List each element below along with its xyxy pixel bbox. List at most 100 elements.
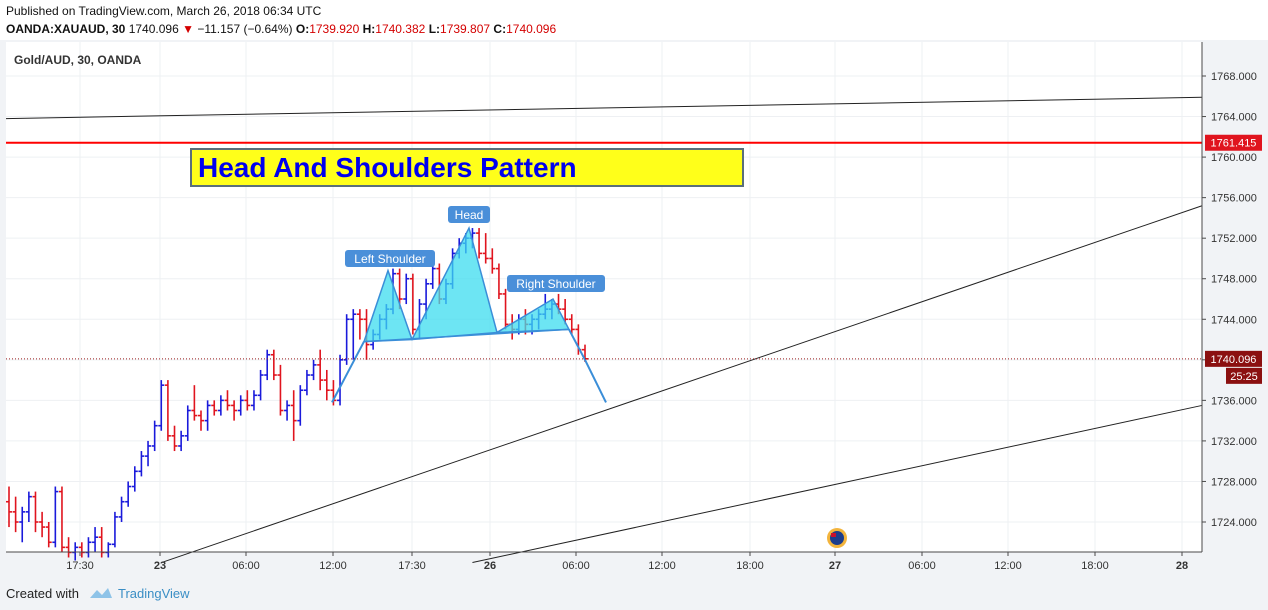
time-tick-label: 18:00 xyxy=(736,560,764,572)
price-tick-label: 1744.000 xyxy=(1211,314,1257,326)
price-badge-text: 25:25 xyxy=(1230,371,1258,383)
ohlc-bar xyxy=(151,420,158,452)
ohlc-bar xyxy=(237,395,244,416)
price-chart[interactable]: Left Shoulder Head Right Shoulder 1724.000… xyxy=(0,40,1268,576)
price-badge-box xyxy=(1226,367,1262,384)
ohlc-bar xyxy=(111,511,118,548)
ohlc-bar xyxy=(164,380,171,441)
right-shoulder-label[interactable]: Right Shoulder xyxy=(507,275,605,292)
trendline[interactable] xyxy=(472,404,1203,564)
ohlc-bar xyxy=(257,369,264,401)
price-axis[interactable]: 1724.0001728.0001732.0001736.0001740.000… xyxy=(1202,71,1257,529)
pattern-label-box xyxy=(507,275,605,292)
ohlc-bar xyxy=(277,364,284,416)
tradingview-logo-icon[interactable] xyxy=(88,585,114,601)
ohlc-bar xyxy=(403,273,410,305)
left-shoulder-label[interactable]: Left Shoulder xyxy=(345,250,435,267)
created-with-label: Created with xyxy=(6,586,79,601)
head-label[interactable]: Head xyxy=(448,206,490,223)
ohlc-bar xyxy=(45,522,52,548)
price-badge-box xyxy=(1205,134,1262,151)
title-banner[interactable]: Head And Shoulders Pattern xyxy=(190,148,744,187)
ohlc-bar xyxy=(317,349,324,391)
price-badges: 1761.415 1740.096 25:25 xyxy=(1205,134,1262,384)
price-tick-label: 1748.000 xyxy=(1211,274,1257,286)
price-tick-label: 1764.000 xyxy=(1211,112,1257,124)
price-badge-resistance: 1761.415 xyxy=(1205,134,1262,151)
time-tick-label: 23 xyxy=(154,560,166,572)
price-tick-label: 1728.000 xyxy=(1211,476,1257,488)
ohlc-bar xyxy=(171,425,178,452)
ohlc-bar xyxy=(476,228,483,259)
ohlc-bar xyxy=(356,309,363,340)
price-badge-countdown: 25:25 xyxy=(1226,367,1262,384)
time-tick-label: 17:30 xyxy=(398,560,426,572)
price-tick-label: 1768.000 xyxy=(1211,71,1257,83)
head-and-shoulders-pattern[interactable]: Left Shoulder Head Right Shoulder xyxy=(331,206,607,403)
time-tick-label: 17:30 xyxy=(66,560,94,572)
ohlc-bar xyxy=(562,299,569,325)
ohlc-bar xyxy=(323,369,330,401)
ohlc-bar xyxy=(39,511,46,538)
ohlc-bar xyxy=(250,390,257,411)
high-value: 1740.382 xyxy=(375,22,426,36)
ohlc-bar xyxy=(32,491,39,533)
time-axis[interactable]: 17:30 23 06:00 12:00 17:30 26 06:00 12:00 18:00 2… xyxy=(66,552,1188,572)
ohlc-bar xyxy=(6,486,12,528)
pattern-label-text: Left Shoulder xyxy=(354,252,425,266)
ohlc-bar xyxy=(118,496,125,522)
tradingview-link[interactable]: TradingView xyxy=(118,586,190,601)
ohlc-bar xyxy=(350,309,357,360)
ohlc-bar xyxy=(495,263,502,299)
ohlc-bar xyxy=(284,400,291,421)
ohlc-bar xyxy=(482,233,489,264)
price-tick-label: 1752.000 xyxy=(1211,233,1257,245)
trendline[interactable] xyxy=(5,96,1203,120)
ohlc-bar xyxy=(19,506,26,543)
low-value: 1739.807 xyxy=(440,22,491,36)
event-marker[interactable] xyxy=(827,528,847,548)
title-banner-text: Head And Shoulders Pattern xyxy=(198,152,577,183)
header-bar: Published on TradingView.com, March 26, … xyxy=(0,0,1268,40)
trendlines[interactable] xyxy=(5,96,1203,564)
ohlc-bar xyxy=(138,451,145,477)
time-tick-label: 06:00 xyxy=(232,560,260,572)
footer: Created with TradingView xyxy=(0,576,1268,610)
ohlc-bar xyxy=(310,359,317,381)
ohlc-bar xyxy=(198,410,204,431)
ohlc-bar xyxy=(290,390,297,441)
breakdown-line xyxy=(568,328,607,403)
ohlc-bar xyxy=(25,491,32,522)
time-tick-label: 27 xyxy=(829,560,841,572)
pattern-label-box xyxy=(345,250,435,267)
ohlc-bar xyxy=(343,314,350,365)
neckline xyxy=(363,328,570,343)
ohlc-bar xyxy=(429,263,436,289)
ohlc-bar xyxy=(224,390,231,411)
time-tick-label: 12:00 xyxy=(994,560,1022,572)
ohlc-bar xyxy=(270,349,277,381)
ohlc-bar xyxy=(502,288,509,330)
price-badge-box xyxy=(1205,350,1262,367)
time-tick-label: 06:00 xyxy=(562,560,590,572)
pattern-label-text: Right Shoulder xyxy=(516,277,595,291)
ohlc-bar xyxy=(303,369,310,396)
ohlc-bar xyxy=(184,405,191,441)
ohlc-bar xyxy=(231,400,238,421)
time-tick-label: 18:00 xyxy=(1081,560,1109,572)
price-badge-last: 1740.096 xyxy=(1205,350,1262,367)
ohlc-bar xyxy=(264,349,271,381)
ohlc-bar xyxy=(244,390,251,411)
chart-area[interactable]: Left Shoulder Head Right Shoulder 1724.000… xyxy=(0,40,1268,576)
ohlc-bar xyxy=(409,273,416,335)
pattern-label-box xyxy=(448,206,490,223)
price-tick-label: 1756.000 xyxy=(1211,193,1257,205)
ohlc-bar xyxy=(125,481,132,507)
ohlc-bar xyxy=(12,496,19,533)
trendline[interactable] xyxy=(161,205,1203,564)
ohlc-bar xyxy=(52,486,59,548)
price-levels xyxy=(6,141,1202,360)
symbol-legend: Gold/AUD, 30, OANDA xyxy=(14,53,142,67)
ohlc-bar xyxy=(191,385,198,421)
price-tick-label: 1732.000 xyxy=(1211,436,1257,448)
